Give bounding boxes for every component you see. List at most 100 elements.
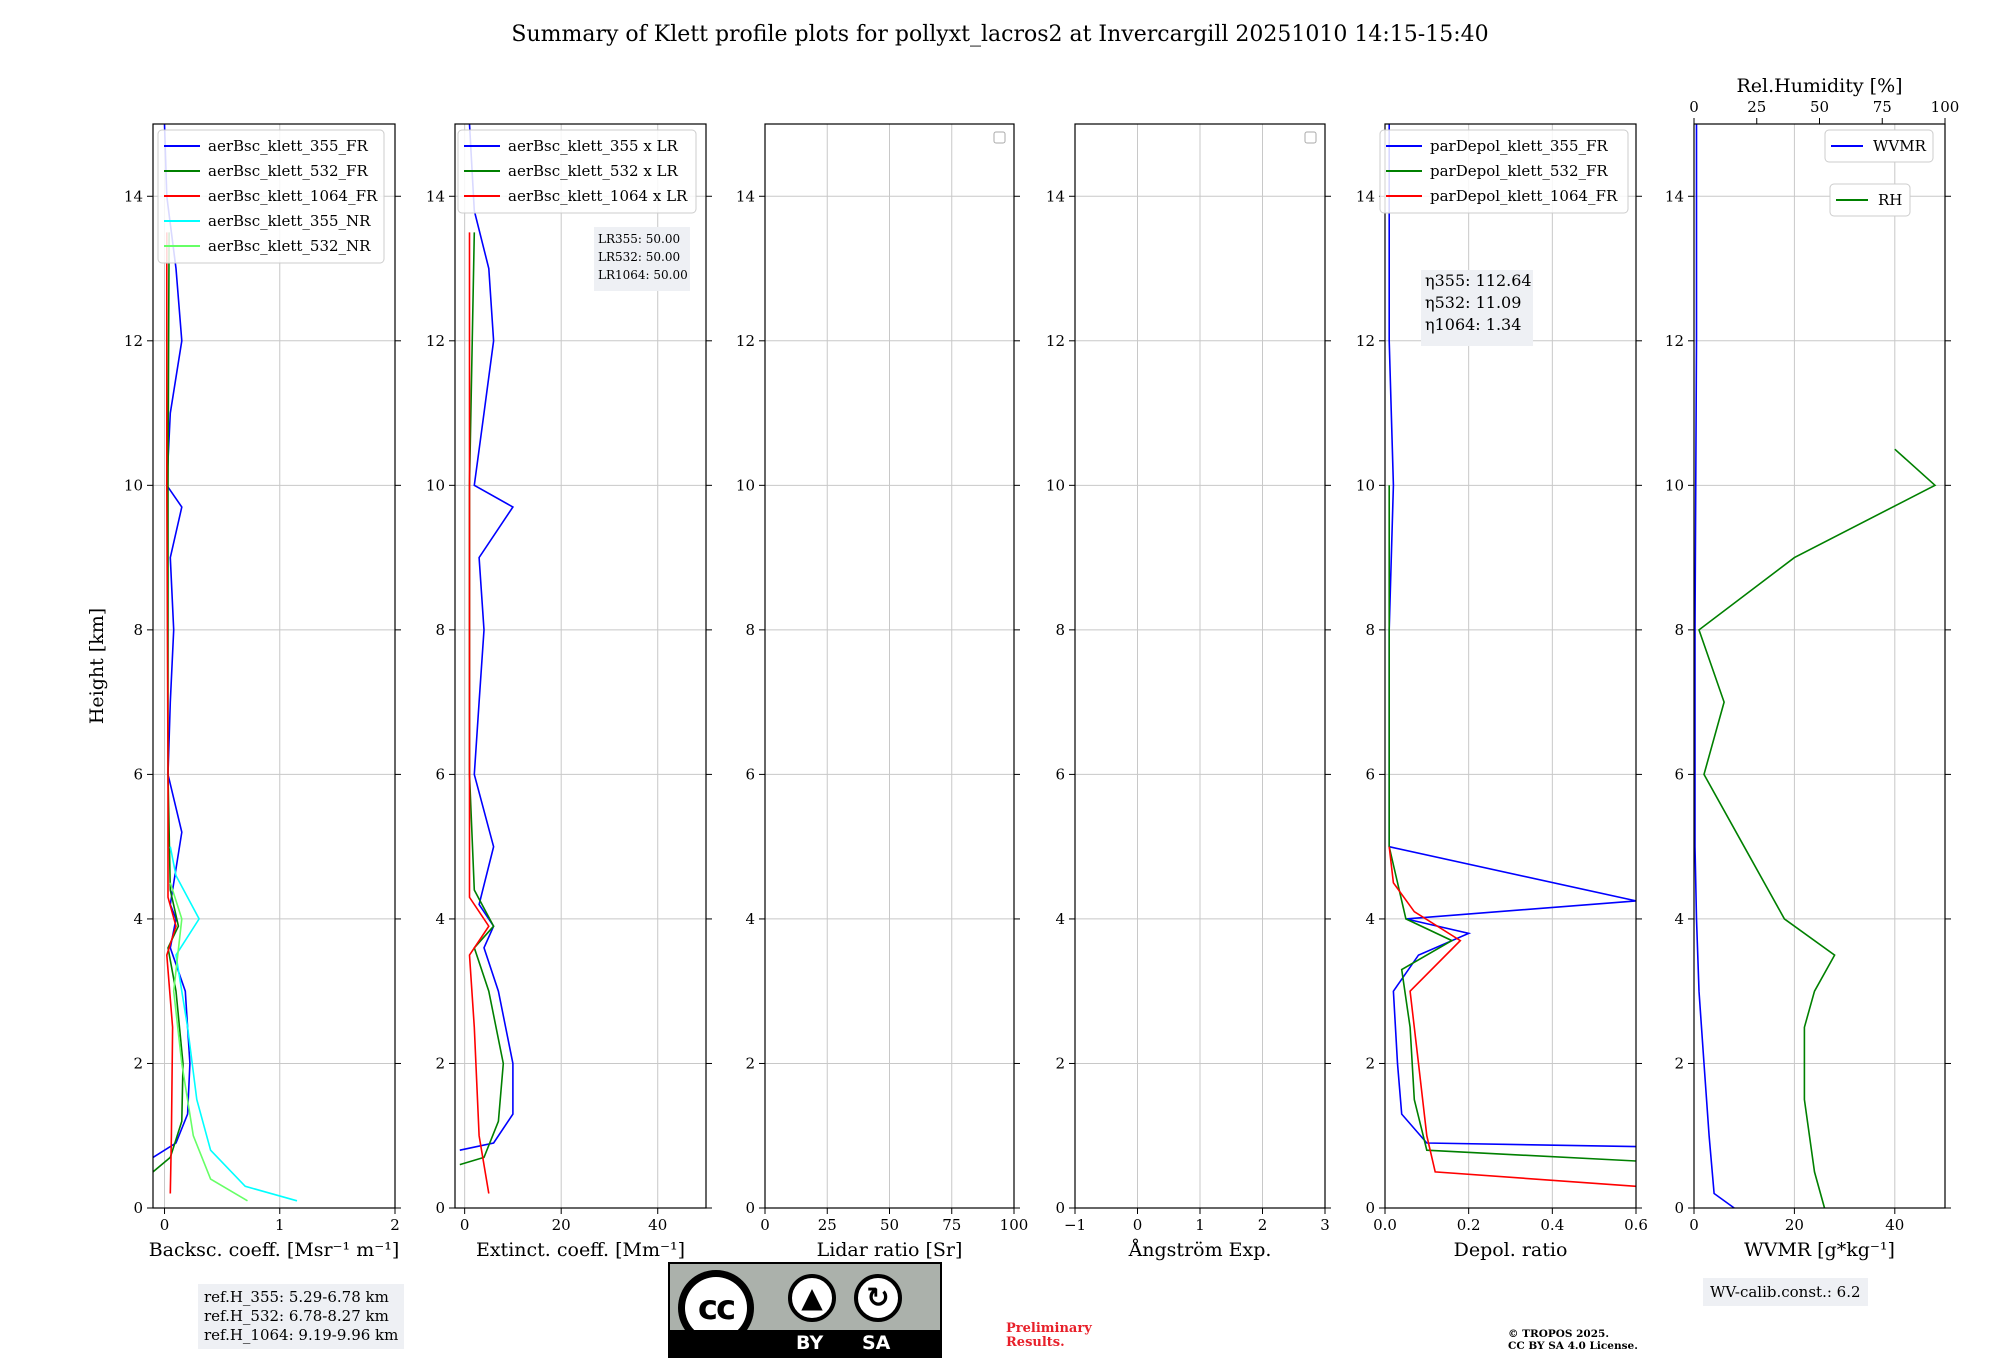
x-tick-label: −1: [1064, 1216, 1086, 1234]
y-tick-label: 6: [1055, 765, 1065, 783]
x-tick-label: 0.6: [1624, 1216, 1648, 1234]
ref-height-355: ref.H_355: 5.29-6.78 km: [204, 1288, 389, 1306]
legend-label: aerBsc_klett_355_NR: [208, 212, 371, 230]
y-tick-label: 12: [1356, 332, 1375, 350]
y-tick-label: 0: [745, 1199, 755, 1217]
x-axis-label: Ångström Exp.: [1128, 1239, 1272, 1261]
x-axis-label: Backsc. coeff. [Msr⁻¹ m⁻¹]: [149, 1239, 400, 1261]
series-line-aerBsc_klett_1064_FR: [165, 232, 177, 1194]
series-line-RH: [1698, 448, 1937, 1209]
y-tick-label: 12: [1046, 332, 1065, 350]
annotation-text: η1064: 1.34: [1425, 315, 1521, 334]
y-tick-label: 10: [124, 476, 143, 494]
cc-by-label: BY: [796, 1332, 824, 1354]
y-tick-label: 14: [1356, 187, 1375, 205]
y-tick-label: 14: [426, 187, 445, 205]
series-line-aerBsc_klett_1064 x LR: [468, 232, 490, 1194]
y-tick-label: 8: [1674, 621, 1684, 639]
y-tick-label: 6: [745, 765, 755, 783]
x-tick-label-top: 100: [1931, 98, 1960, 116]
y-tick-label: 4: [133, 910, 143, 928]
series-line-WVMR: [1694, 124, 1735, 1209]
axes-frame: [454, 123, 707, 1209]
series-line-parDepol_klett_532_FR: [1388, 485, 1637, 1162]
axes-frame: [1693, 123, 1946, 1209]
cc-sa-label: SA: [862, 1332, 891, 1354]
annotation-box: [594, 227, 690, 291]
y-tick-label: 14: [736, 187, 755, 205]
legend-label: parDepol_klett_1064_FR: [1430, 187, 1618, 205]
y-tick-label: 6: [435, 765, 445, 783]
y-tick-label: 6: [1674, 765, 1684, 783]
legend-label: aerBsc_klett_532 x LR: [508, 162, 679, 180]
x-tick-label-top: 75: [1873, 98, 1892, 116]
y-tick-label: 4: [745, 910, 755, 928]
series-line-aerBsc_klett_355 x LR: [459, 123, 515, 1151]
x-tick-label-top: 25: [1747, 98, 1766, 116]
legend-label: RH: [1878, 191, 1902, 209]
y-tick-label: 12: [1665, 332, 1684, 350]
share-alike-icon: ↻: [854, 1274, 902, 1322]
ref-height-1064: ref.H_1064: 9.19-9.96 km: [204, 1326, 399, 1344]
y-tick-label: 0: [1055, 1199, 1065, 1217]
y-tick-label: 0: [133, 1199, 143, 1217]
annotation-text: η355: 112.64: [1425, 271, 1532, 290]
x-tick-label: 0: [460, 1216, 470, 1234]
cc-license-badge: cc ▲ ↻ BY SA: [668, 1262, 942, 1358]
x-tick-label: 1: [275, 1216, 285, 1234]
annotation-box: [1421, 270, 1533, 346]
y-tick-label: 4: [1365, 910, 1375, 928]
y-tick-label: 2: [1674, 1054, 1684, 1072]
y-tick-label: 4: [435, 910, 445, 928]
legend-label: aerBsc_klett_1064_FR: [208, 187, 378, 205]
y-tick-label: 6: [1365, 765, 1375, 783]
x-tick-label: 0: [1133, 1216, 1143, 1234]
x-tick-label: 20: [552, 1216, 571, 1234]
legend-box: [157, 129, 385, 264]
y-tick-label: 8: [133, 621, 143, 639]
y-tick-label: 12: [426, 332, 445, 350]
wv-calibration-box: WV-calib.const.: 6.2: [1703, 1278, 1868, 1306]
attribution-person-icon: ▲: [788, 1274, 836, 1322]
annotation-text: LR1064: 50.00: [598, 268, 688, 282]
legend-label: parDepol_klett_355_FR: [1430, 137, 1608, 155]
x-tick-label: 2: [390, 1216, 400, 1234]
ref-height-532: ref.H_532: 6.78-8.27 km: [204, 1307, 389, 1325]
legend-label: WVMR: [1873, 137, 1927, 155]
annotation-text: η532: 11.09: [1425, 293, 1521, 312]
y-tick-label: 0: [435, 1199, 445, 1217]
y-tick-label: 0: [1674, 1199, 1684, 1217]
y-tick-label: 10: [1356, 476, 1375, 494]
x-tick-label: 2: [1258, 1216, 1268, 1234]
x-tick-label: 25: [818, 1216, 837, 1234]
x-axis-label: Lidar ratio [Sr]: [817, 1239, 963, 1261]
y-tick-label: 2: [1055, 1054, 1065, 1072]
x-tick-label: 1: [1195, 1216, 1205, 1234]
y-tick-label: 2: [435, 1054, 445, 1072]
y-tick-label: 10: [1046, 476, 1065, 494]
x-axis-label-top: Rel.Humidity [%]: [1736, 75, 1902, 97]
y-tick-label: 6: [133, 765, 143, 783]
legend-label: aerBsc_klett_355 x LR: [508, 137, 679, 155]
y-tick-label: 2: [745, 1054, 755, 1072]
y-tick-label: 10: [1665, 476, 1684, 494]
y-tick-label: 0: [1365, 1199, 1375, 1217]
x-tick-label: 0: [760, 1216, 770, 1234]
x-tick-label-top: 50: [1810, 98, 1829, 116]
y-tick-label: 2: [1365, 1054, 1375, 1072]
x-tick-label: 40: [648, 1216, 667, 1234]
x-tick-label: 0: [160, 1216, 170, 1234]
empty-legend-box: [993, 131, 1006, 144]
reference-heights-box: ref.H_355: 5.29-6.78 km ref.H_532: 6.78-…: [198, 1284, 405, 1349]
annotation-text: LR532: 50.00: [598, 250, 680, 264]
y-tick-label: 8: [745, 621, 755, 639]
series-line-aerBsc_klett_355_NR: [169, 846, 298, 1202]
x-axis-label: Extinct. coeff. [Mm⁻¹]: [476, 1239, 685, 1261]
series-line-parDepol_klett_1064_FR: [1388, 846, 1637, 1188]
x-tick-label: 0.2: [1457, 1216, 1481, 1234]
y-tick-label: 14: [1046, 187, 1065, 205]
series-line-aerBsc_klett_532_NR: [169, 882, 248, 1202]
legend-box: [1379, 129, 1629, 214]
y-tick-label: 8: [1055, 621, 1065, 639]
cc-badge-bar: [670, 1330, 940, 1356]
